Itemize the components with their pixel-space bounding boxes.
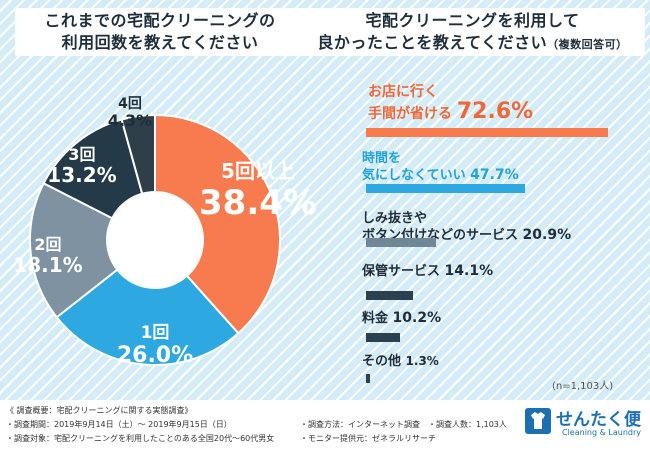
pie-label-2: 2回 [34, 235, 61, 254]
pie-label-1: 1回 [141, 323, 170, 343]
bar-label-5: その他 1.3% [362, 354, 439, 369]
bar-3 [366, 291, 414, 300]
pie-label-3: 3回 [68, 145, 95, 164]
pie-value-1: 26.0% [117, 343, 193, 368]
bar-value-1: 47.7% [470, 167, 519, 183]
donut-hole [107, 192, 203, 288]
footer: 《 調査概要：宅配クリーニングに関する実態調査》 ・調査期間：2019年9月14… [0, 400, 650, 450]
survey-overview: 《 調査概要：宅配クリーニングに関する実態調査》 [6, 406, 193, 415]
pie-title: これまでの宅配クリーニングの 利用回数を教えてください [44, 11, 276, 52]
bar-label-4: 料金 10.2% [362, 310, 442, 326]
survey-period: ・調査期間：2019年9月14日（土）～ 2019年9月15日（日） [6, 420, 232, 429]
pie-slice-1 [55, 268, 240, 366]
survey-monitor: ・モニター提供元：ゼネラルリサーチ [300, 434, 436, 443]
bar-4 [366, 333, 401, 342]
bar-label-3: 保管サービス 14.1% [362, 263, 494, 279]
bar-title: 宅配クリーニングを利用して 良かったことを教えてください（複数回答可） [317, 11, 628, 52]
bar-label-0: お店に行く 手間が省ける 72.6% [368, 84, 534, 124]
pie-value-3: 13.2% [47, 163, 116, 187]
shirt-icon [525, 408, 551, 434]
bar-2 [366, 238, 436, 247]
bar-value-2: 20.9% [522, 227, 572, 243]
bar-1 [366, 184, 526, 193]
pie-slice-0 [154, 113, 281, 335]
pie-value-2: 18.1% [13, 253, 82, 277]
bar-5 [366, 374, 371, 383]
chart-panel: これまでの宅配クリーニングの 利用回数を教えてください 宅配クリーニングを利用し… [0, 0, 650, 400]
logo-tagline: Cleaning & Laundry [562, 428, 641, 437]
pie-label-0: 5回以上 [221, 159, 295, 183]
survey-method: ・調査方法：インターネット調査 ・調査人数：1,103人 [300, 420, 507, 429]
survey-target: ・調査対象：宅配クリーニングを利用したことのある全国20代～60代男女 [6, 434, 275, 443]
pie-value-4: 4.3% [108, 111, 152, 130]
logo-name: せんたく便 [556, 410, 641, 430]
bar-0 [366, 128, 609, 137]
bar-label-1: 時間を 気にしなくていい 47.7% [362, 151, 519, 183]
pie-value-0: 38.4% [199, 183, 317, 223]
bar-value-0: 72.6% [456, 99, 534, 124]
bar-value-4: 10.2% [392, 310, 442, 326]
bar-value-5: 1.3% [405, 354, 439, 368]
pie-label-4: 4回 [118, 96, 142, 112]
bar-value-3: 14.1% [444, 263, 494, 279]
sample-size-note: (n=1,103人) [552, 381, 614, 392]
